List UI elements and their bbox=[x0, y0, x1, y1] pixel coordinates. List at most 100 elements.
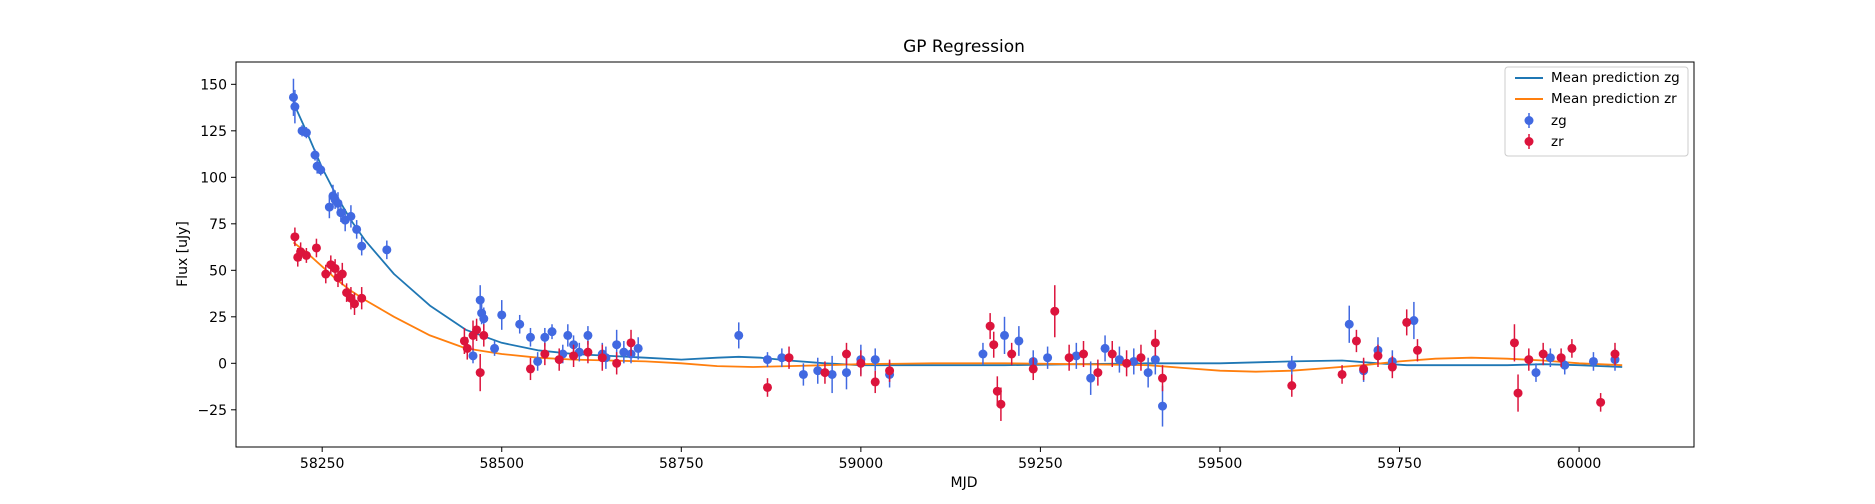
point-zr bbox=[992, 376, 1002, 407]
point-zr bbox=[290, 227, 300, 247]
marker bbox=[475, 295, 485, 305]
marker bbox=[1158, 373, 1168, 383]
point-zr bbox=[1610, 342, 1620, 366]
marker bbox=[762, 355, 772, 365]
point-zr bbox=[820, 361, 830, 384]
point-zr bbox=[870, 370, 880, 394]
point-zg bbox=[619, 340, 629, 364]
point-zr bbox=[989, 331, 999, 358]
marker bbox=[540, 349, 550, 359]
y-tick-label: 125 bbox=[200, 124, 227, 140]
legend-label-zr: zr bbox=[1551, 134, 1564, 150]
x-tick-label: 59750 bbox=[1377, 456, 1422, 472]
point-zr bbox=[1509, 324, 1519, 362]
marker bbox=[554, 355, 564, 365]
point-zr bbox=[1538, 342, 1548, 366]
point-zr bbox=[321, 264, 331, 284]
point-zg bbox=[1287, 355, 1297, 375]
point-zr bbox=[1287, 374, 1297, 397]
marker bbox=[316, 165, 326, 175]
point-zr bbox=[1107, 340, 1117, 368]
point-zg bbox=[978, 342, 988, 366]
point-zr bbox=[1007, 342, 1017, 366]
point-zg bbox=[1409, 301, 1419, 340]
legend-box bbox=[1504, 66, 1689, 157]
marker bbox=[870, 355, 880, 365]
point-zr bbox=[540, 342, 550, 366]
point-zr bbox=[1050, 285, 1060, 338]
marker bbox=[311, 243, 321, 253]
point-zr bbox=[1387, 355, 1397, 379]
marker bbox=[357, 293, 367, 303]
marker bbox=[1509, 338, 1519, 348]
marker bbox=[1531, 368, 1541, 378]
point-zg bbox=[1588, 352, 1598, 371]
marker bbox=[547, 327, 557, 337]
marker bbox=[1014, 336, 1024, 346]
marker bbox=[992, 386, 1002, 396]
marker bbox=[1064, 353, 1074, 363]
point-zg bbox=[1158, 385, 1168, 427]
marker bbox=[540, 332, 550, 342]
point-zr bbox=[1524, 348, 1534, 371]
point-zg bbox=[310, 149, 320, 161]
point-zr bbox=[1158, 365, 1168, 392]
marker bbox=[827, 369, 837, 379]
marker bbox=[777, 353, 787, 363]
x-tick-label: 59250 bbox=[1018, 456, 1063, 472]
marker bbox=[762, 382, 772, 392]
marker bbox=[310, 150, 320, 160]
y-tick-label: 150 bbox=[200, 77, 227, 93]
marker bbox=[1545, 353, 1555, 363]
plot-area bbox=[288, 78, 1623, 427]
point-zg bbox=[870, 348, 880, 371]
marker bbox=[468, 351, 478, 361]
point-zg bbox=[525, 327, 535, 347]
marker bbox=[612, 340, 622, 350]
point-zr bbox=[1064, 344, 1074, 371]
marker bbox=[472, 325, 482, 335]
marker bbox=[885, 366, 895, 376]
marker bbox=[1588, 356, 1598, 366]
legend-label-mean-zg: Mean prediction zg bbox=[1551, 70, 1680, 86]
point-zr bbox=[612, 352, 622, 375]
legend-label-zg: zg bbox=[1551, 113, 1567, 129]
x-tick-label: 59000 bbox=[839, 456, 884, 472]
chart-title: GP Regression bbox=[903, 37, 1025, 57]
marker bbox=[1556, 353, 1566, 363]
marker bbox=[1409, 316, 1419, 326]
marker bbox=[301, 250, 311, 260]
point-zr bbox=[350, 292, 360, 315]
point-zr bbox=[472, 318, 482, 341]
x-axis: 58250 58500 58750 59000 59250 59500 59750 60000 bbox=[300, 447, 1601, 472]
point-zg bbox=[633, 337, 643, 360]
marker bbox=[996, 399, 1006, 409]
point-zg bbox=[827, 355, 837, 394]
point-zr bbox=[1373, 344, 1383, 368]
x-tick-label: 58500 bbox=[479, 456, 524, 472]
point-zg bbox=[1086, 361, 1096, 395]
point-zg bbox=[1531, 363, 1541, 382]
x-tick-label: 59500 bbox=[1198, 456, 1243, 472]
point-zr bbox=[1136, 344, 1146, 371]
marker bbox=[288, 92, 298, 102]
marker bbox=[1538, 349, 1548, 359]
point-zr bbox=[1093, 359, 1103, 386]
point-zg bbox=[1114, 346, 1124, 373]
point-zr bbox=[1402, 309, 1412, 336]
y-tick-label: −25 bbox=[197, 403, 227, 419]
marker bbox=[1560, 360, 1570, 370]
point-zg bbox=[515, 314, 525, 334]
marker bbox=[533, 356, 543, 366]
point-zg bbox=[324, 195, 334, 219]
marker bbox=[583, 347, 593, 357]
marker bbox=[290, 232, 300, 242]
point-zg bbox=[1143, 357, 1153, 388]
point-zg bbox=[316, 164, 326, 176]
point-zg bbox=[352, 220, 362, 239]
marker bbox=[583, 330, 593, 340]
y-tick-label: 25 bbox=[209, 310, 227, 326]
marker bbox=[1086, 373, 1096, 383]
marker bbox=[1150, 338, 1160, 348]
marker bbox=[490, 343, 500, 353]
